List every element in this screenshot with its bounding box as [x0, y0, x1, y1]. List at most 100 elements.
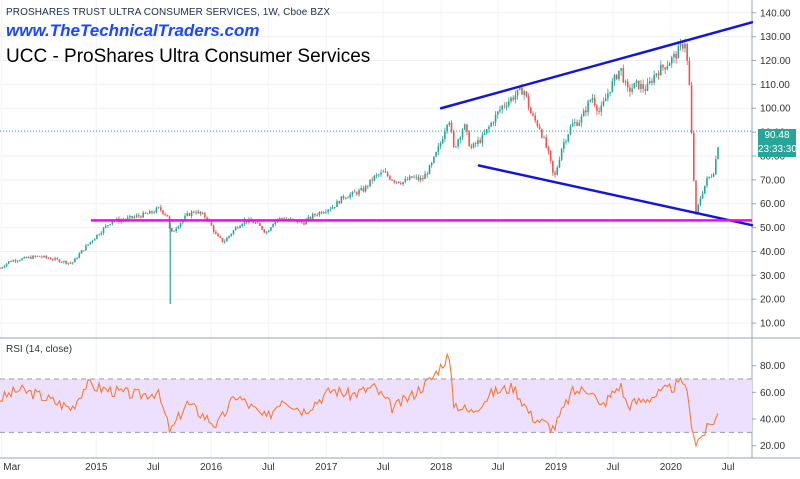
candle-body	[598, 111, 600, 112]
candle-body	[444, 131, 446, 140]
candle-body	[177, 226, 180, 229]
price-tick-label: 140.00	[760, 8, 791, 19]
candle-body	[228, 235, 230, 238]
candle-body	[618, 70, 620, 80]
candle-body	[437, 146, 440, 152]
candle-body	[521, 87, 523, 95]
tick-label-layer: 10.00 20.00 30.00 40.00 50.00 60.00 70.00 80.00…	[3, 8, 791, 473]
candle-body	[662, 64, 664, 68]
candle-body	[102, 227, 105, 233]
candle-body	[80, 250, 83, 254]
candle-body	[695, 180, 697, 213]
candle-body	[27, 256, 30, 259]
candle-body	[1, 267, 4, 269]
candle-body	[538, 126, 541, 130]
candle-body	[170, 228, 173, 232]
candle-body	[708, 176, 711, 178]
rsi-tick-label: 40.00	[760, 415, 785, 426]
candle-body	[675, 53, 677, 59]
candle-body	[646, 83, 649, 91]
candle-body	[479, 140, 481, 143]
candle-body	[459, 137, 462, 140]
candle-body	[65, 260, 67, 264]
candle-body	[10, 261, 12, 263]
candle-body	[298, 221, 301, 223]
candle-body	[448, 122, 451, 125]
candle-body	[155, 207, 158, 213]
candle-body	[589, 99, 592, 102]
time-tick-label: Jul	[147, 462, 160, 473]
price-tick-label: 100.00	[760, 104, 791, 115]
candle-body	[91, 240, 94, 242]
candle-body	[109, 224, 111, 226]
candle-body	[673, 53, 675, 58]
candle-body	[404, 178, 407, 183]
candle-body	[144, 212, 147, 214]
candle-body	[63, 260, 65, 263]
candle-body	[640, 83, 642, 89]
candle-body	[356, 192, 358, 195]
rsi-panel-title: RSI (14, close)	[6, 344, 73, 355]
candle-body	[430, 162, 433, 166]
candle-body	[69, 262, 72, 264]
candle-body	[0, 268, 1, 269]
candle-body	[558, 159, 561, 168]
candle-body	[657, 73, 660, 76]
candle-body	[232, 230, 235, 234]
candle-body	[690, 85, 693, 134]
candle-body	[98, 234, 100, 236]
candle-body	[320, 212, 323, 214]
candle-body	[254, 222, 257, 224]
candle-body	[164, 213, 166, 215]
candle-body	[58, 259, 61, 263]
candle-body	[408, 176, 411, 180]
candle-body	[212, 225, 215, 232]
candle-body	[580, 116, 583, 123]
candle-body	[477, 140, 479, 144]
candle-body	[554, 172, 556, 175]
candle-body	[54, 258, 56, 260]
rsi-tick-label: 80.00	[760, 361, 785, 372]
candle-body	[21, 258, 23, 261]
candle-body	[415, 176, 418, 178]
candle-body	[243, 219, 246, 224]
candle-body	[309, 217, 312, 219]
candle-body	[140, 216, 142, 218]
candle-body	[582, 110, 585, 117]
candle-body	[78, 253, 81, 258]
candle-body	[19, 260, 21, 262]
candle-body	[611, 81, 614, 92]
time-tick-label: Jul	[722, 462, 735, 473]
candle-body	[494, 114, 497, 123]
price-tick-label: 10.00	[760, 319, 785, 330]
candle-body	[483, 133, 486, 135]
candle-body	[305, 219, 307, 225]
candle-body	[642, 83, 644, 89]
price-tick-label: 120.00	[760, 56, 791, 67]
candle-body	[455, 146, 457, 148]
candle-body	[369, 179, 371, 187]
candle-body	[474, 143, 477, 144]
candle-body	[591, 98, 594, 100]
candle-body	[417, 176, 420, 180]
candle-body	[30, 256, 32, 259]
candle-body	[659, 64, 662, 76]
candle-body	[362, 188, 365, 192]
candle-body	[193, 211, 195, 213]
candle-body	[488, 126, 490, 130]
candle-body	[644, 88, 647, 91]
candle-body	[201, 213, 204, 215]
candle-body	[52, 259, 54, 261]
candle-body	[574, 122, 576, 124]
candle-body	[5, 263, 8, 267]
candle-body	[237, 227, 239, 229]
candle-body	[596, 105, 598, 112]
candle-body	[137, 215, 140, 217]
trendline	[477, 164, 754, 227]
candle-body	[32, 255, 34, 259]
candle-body	[461, 129, 464, 138]
rsi-layer	[0, 352, 752, 448]
candle-body	[353, 191, 356, 193]
candle-body	[697, 204, 699, 213]
